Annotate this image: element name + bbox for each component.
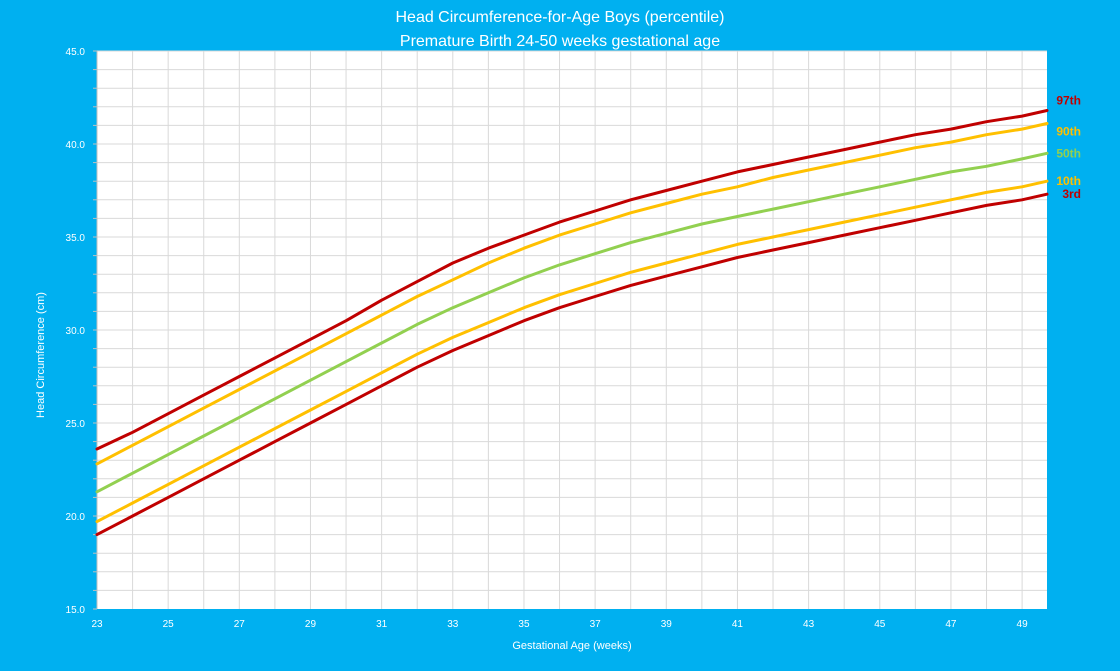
x-tick-label: 23: [91, 619, 103, 630]
series-line-10th: [95, 179, 1049, 524]
series-line-3rd: [95, 192, 1049, 537]
y-tick-label: 20.0: [66, 512, 86, 523]
y-tick-label: 30.0: [66, 326, 86, 337]
y-axis-label: Head Circumference (cm): [35, 292, 47, 418]
x-tick-label: 29: [305, 619, 317, 630]
chart-title: Head Circumference-for-Age Boys (percent…: [395, 9, 724, 26]
y-tick-label: 40.0: [66, 140, 86, 151]
x-tick-label: 49: [1017, 619, 1029, 630]
series-label-3rd: 3rd: [1062, 187, 1081, 201]
x-tick-label: 25: [163, 619, 175, 630]
series-line-90th: [95, 122, 1049, 466]
series-label-10th: 10th: [1056, 174, 1081, 188]
series-label-97th: 97th: [1056, 94, 1081, 108]
series-line-97th: [95, 109, 1049, 451]
x-tick-label: 27: [234, 619, 246, 630]
y-tick-label: 15.0: [66, 605, 86, 616]
chart-subtitle: Premature Birth 24-50 weeks gestational …: [400, 33, 720, 50]
grid-lines: [96, 50, 1047, 609]
x-tick-label: 37: [590, 619, 602, 630]
series-label-50th: 50th: [1056, 146, 1081, 160]
axis-ticks: 23 25 27 29 31 33 35 37 39 41 43 45 47 49 15.0 20.0 25.0…: [66, 47, 1029, 630]
x-tick-label: 33: [447, 619, 459, 630]
y-tick-label: 25.0: [66, 419, 86, 430]
y-tick-label: 35.0: [66, 233, 86, 244]
x-tick-label: 43: [803, 619, 815, 630]
series-label-90th: 90th: [1056, 125, 1081, 139]
x-tick-label: 47: [945, 619, 957, 630]
y-tick-label: 45.0: [66, 47, 86, 58]
x-tick-label: 31: [376, 619, 388, 630]
series-lines: [95, 109, 1049, 537]
series-line-50th: [95, 151, 1049, 494]
x-tick-label: 45: [874, 619, 886, 630]
x-tick-label: 35: [518, 619, 530, 630]
x-axis-label: Gestational Age (weeks): [512, 640, 631, 652]
x-tick-label: 39: [661, 619, 673, 630]
x-tick-label: 41: [732, 619, 744, 630]
